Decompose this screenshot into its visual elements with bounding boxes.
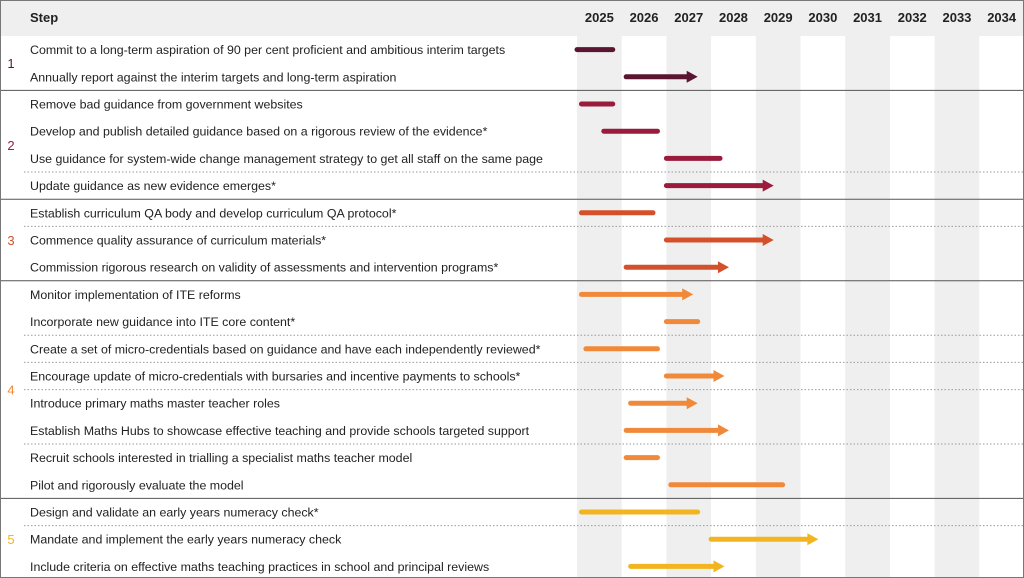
- task-bar-arrowhead: [762, 179, 774, 192]
- task-label: Create a set of micro-credentials based …: [30, 342, 541, 356]
- group-number: 5: [7, 532, 14, 547]
- task-label: Commission rigorous research on validity…: [30, 261, 498, 275]
- year-tick-label: 2027: [674, 10, 703, 25]
- task-bar-arrowhead: [807, 533, 819, 546]
- task-bar-arrowhead: [717, 261, 729, 274]
- task-bar-arrowhead: [686, 397, 698, 410]
- task-label: Commit to a long-term aspiration of 90 p…: [30, 43, 505, 57]
- task-label: Pilot and rigorously evaluate the model: [30, 478, 244, 492]
- group-number: 4: [7, 383, 14, 398]
- year-column-shade: [934, 36, 980, 578]
- task-label: Annually report against the interim targ…: [30, 70, 397, 84]
- task-label: Establish Maths Hubs to showcase effecti…: [30, 424, 530, 438]
- year-tick-label: 2029: [764, 10, 793, 25]
- task-label: Establish curriculum QA body and develop…: [30, 206, 397, 220]
- year-tick-label: 2028: [719, 10, 748, 25]
- task-label: Recruit schools interested in trialling …: [30, 451, 412, 465]
- task-label: Mandate and implement the early years nu…: [30, 533, 342, 547]
- year-tick-label: 2032: [898, 10, 927, 25]
- task-label: Include criteria on effective maths teac…: [30, 560, 489, 574]
- task-label: Update guidance as new evidence emerges*: [30, 179, 276, 193]
- task-label: Develop and publish detailed guidance ba…: [30, 125, 488, 139]
- group-number: 2: [7, 138, 14, 153]
- year-column-shade: [666, 36, 712, 578]
- year-tick-label: 2025: [585, 10, 614, 25]
- task-bar-arrowhead: [713, 370, 725, 382]
- year-tick-label: 2033: [942, 10, 971, 25]
- task-label: Design and validate an early years numer…: [30, 506, 319, 520]
- group-number: 3: [7, 233, 14, 248]
- task-label: Use guidance for system-wide change mana…: [30, 152, 543, 166]
- task-label: Monitor implementation of ITE reforms: [30, 288, 241, 302]
- task-label: Encourage update of micro-credentials wi…: [30, 370, 521, 384]
- header-background: [0, 0, 1024, 36]
- group-number: 1: [7, 56, 14, 71]
- year-tick-label: 2034: [987, 10, 1017, 25]
- task-bar-arrowhead: [717, 424, 729, 437]
- year-column-shade: [577, 36, 622, 578]
- year-tick-label: 2026: [630, 10, 659, 25]
- year-tick-label: 2031: [853, 10, 882, 25]
- task-bar-arrowhead: [682, 288, 694, 301]
- year-column-shade: [845, 36, 890, 578]
- task-bar-arrowhead: [713, 560, 725, 573]
- task-label: Incorporate new guidance into ITE core c…: [30, 315, 295, 329]
- task-bar-arrowhead: [686, 70, 698, 83]
- year-column-shade: [755, 36, 801, 578]
- task-bar-arrowhead: [762, 234, 774, 246]
- task-label: Commence quality assurance of curriculum…: [30, 234, 326, 248]
- task-label: Introduce primary maths master teacher r…: [30, 397, 280, 411]
- step-header: Step: [30, 10, 58, 25]
- task-label: Remove bad guidance from government webs…: [30, 98, 303, 112]
- year-tick-label: 2030: [808, 10, 837, 25]
